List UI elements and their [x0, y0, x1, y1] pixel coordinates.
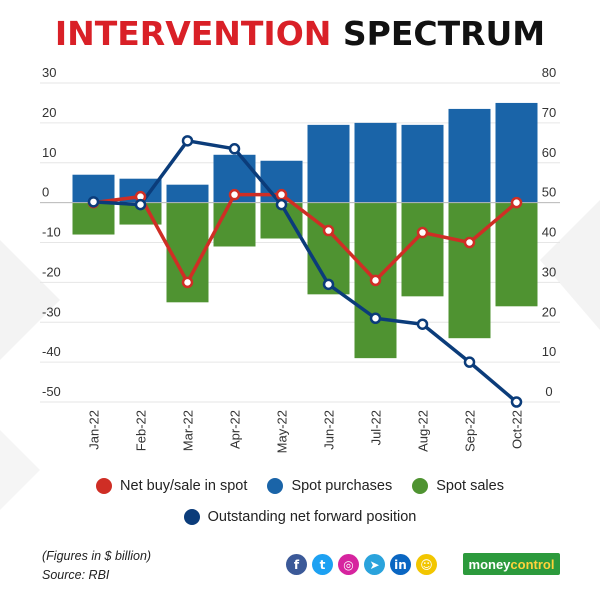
source-note: Source: RBI — [42, 568, 110, 582]
x-tick-label: Jan-22 — [87, 410, 102, 450]
right-tick-label: 50 — [542, 185, 556, 200]
logo-control: control — [510, 556, 555, 572]
point-net-spot — [322, 224, 335, 237]
left-tick-label: -50 — [42, 384, 61, 399]
bar-spot-purchases — [354, 122, 397, 203]
units-note: (Figures in $ billion) — [42, 549, 152, 563]
point-net-spot — [416, 226, 429, 239]
logo-money: money — [468, 556, 511, 572]
legend-item-spot-sales: Spot sales — [412, 478, 504, 494]
point-net-spot — [228, 188, 241, 201]
point-net-spot — [463, 236, 476, 249]
x-tick-label: Feb-22 — [134, 410, 149, 451]
bar-spot-purchases — [307, 124, 350, 203]
snapchat-icon[interactable]: ☺ — [416, 554, 437, 575]
legend-label-net-spot: Net buy/sale in spot — [120, 478, 248, 494]
left-tick-label: 30 — [42, 65, 56, 80]
legend-label-spot-purchases: Spot purchases — [291, 478, 393, 494]
line-forward-position — [93, 139, 518, 404]
twitter-icon[interactable]: t — [312, 554, 333, 575]
legend-row-2: Outstanding net forward position — [0, 509, 600, 529]
title-part-intervention: INTERVENTION — [54, 14, 332, 53]
spot-sales-swatch — [412, 478, 429, 494]
x-tick-label: Apr-22 — [228, 410, 243, 449]
right-tick-label: 20 — [542, 304, 556, 319]
point-forward-position — [87, 196, 100, 208]
instagram-icon[interactable]: ◎ — [338, 554, 359, 575]
right-tick-label: 60 — [542, 145, 556, 160]
right-tick-label: 70 — [542, 105, 556, 120]
left-tick-label: -20 — [42, 264, 61, 279]
x-tick-label: Jun-22 — [322, 410, 337, 450]
x-tick-label: Sep-22 — [463, 410, 478, 452]
telegram-icon[interactable]: ➤ — [364, 554, 385, 575]
point-forward-position — [228, 143, 241, 155]
legend-item-forward: Outstanding net forward position — [183, 509, 417, 525]
spot-purchases-swatch — [267, 478, 284, 494]
forward-swatch — [183, 509, 200, 525]
x-tick-label: Jul-22 — [369, 410, 384, 445]
facebook-icon[interactable]: f — [286, 554, 307, 575]
net-spot-swatch — [96, 478, 113, 494]
bar-spot-purchases — [495, 102, 538, 203]
bar-spot-purchases — [448, 108, 491, 203]
moneycontrol-logo: money control — [463, 553, 560, 575]
left-tick-label: -30 — [42, 304, 61, 319]
line-net-spot — [93, 192, 518, 285]
social-icons: f t ◎ ➤ in ☺ — [286, 554, 442, 575]
chart-title: INTERVENTION SPECTRUM — [0, 14, 600, 53]
right-tick-label: 80 — [542, 65, 556, 80]
point-forward-position — [134, 198, 147, 211]
left-tick-label: -10 — [42, 225, 61, 240]
right-tick-label: 30 — [542, 264, 556, 279]
bar-spot-purchases — [166, 184, 209, 203]
legend-label-spot-sales: Spot sales — [436, 478, 504, 494]
point-forward-position — [416, 318, 429, 330]
legend-item-net-spot: Net buy/sale in spot — [96, 478, 247, 494]
bar-spot-purchases — [401, 124, 444, 203]
point-forward-position — [510, 396, 523, 408]
left-tick-label: -40 — [42, 344, 61, 359]
point-forward-position — [463, 356, 476, 368]
linkedin-icon[interactable]: in — [390, 554, 411, 575]
bar-spot-sales — [495, 202, 538, 307]
legend-item-spot-purchases: Spot purchases — [267, 478, 392, 494]
x-tick-label: Mar-22 — [181, 410, 196, 451]
x-tick-label: Oct-22 — [510, 410, 525, 449]
legend-row-1: Net buy/sale in spot Spot purchases Spot… — [0, 478, 600, 498]
left-tick-label: 20 — [42, 105, 56, 120]
bar-spot-sales — [401, 202, 444, 297]
bar-spot-sales — [448, 202, 491, 339]
point-forward-position — [275, 198, 288, 211]
point-forward-position — [369, 312, 382, 325]
right-tick-label: 10 — [542, 344, 556, 359]
right-tick-label: 0 — [545, 384, 552, 399]
left-tick-label: 10 — [42, 145, 56, 160]
point-net-spot — [181, 276, 194, 289]
title-part-spectrum: SPECTRUM — [342, 14, 546, 53]
x-tick-label: Aug-22 — [416, 410, 431, 452]
point-net-spot — [369, 274, 382, 287]
point-net-spot — [510, 196, 523, 209]
right-tick-label: 40 — [542, 225, 556, 240]
point-net-spot — [275, 188, 288, 201]
bar-spot-sales — [213, 202, 256, 247]
legend-label-forward: Outstanding net forward position — [207, 509, 417, 525]
left-tick-label: 0 — [42, 185, 49, 200]
point-forward-position — [322, 278, 335, 291]
point-forward-position — [181, 135, 194, 147]
x-tick-label: May-22 — [275, 410, 290, 453]
